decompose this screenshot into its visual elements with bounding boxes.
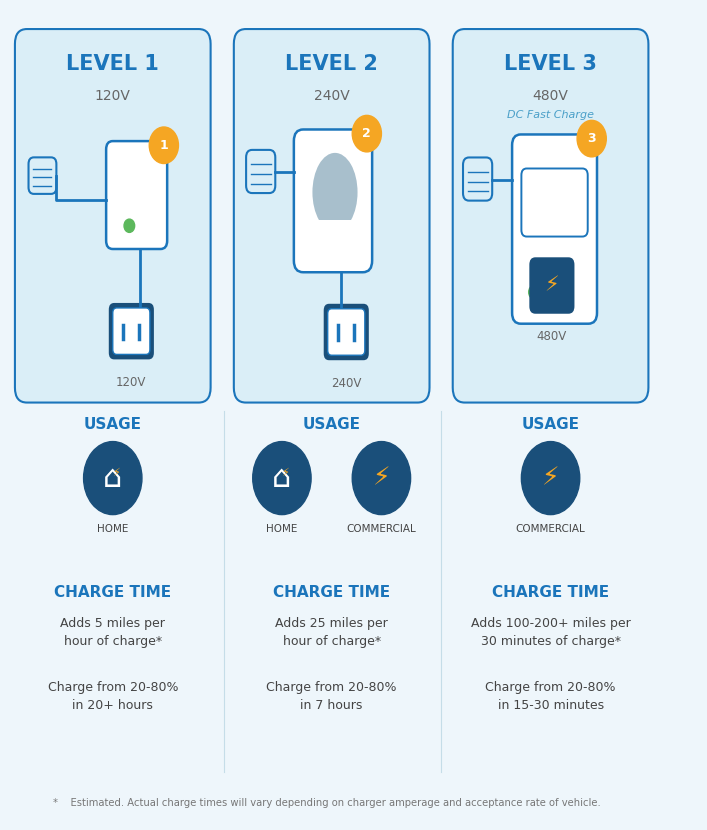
FancyBboxPatch shape (521, 168, 588, 237)
Text: 240V: 240V (314, 89, 349, 103)
Circle shape (252, 442, 311, 515)
FancyBboxPatch shape (463, 158, 492, 201)
FancyBboxPatch shape (109, 303, 154, 359)
Text: USAGE: USAGE (522, 417, 580, 432)
Text: CHARGE TIME: CHARGE TIME (54, 585, 171, 600)
Text: COMMERCIAL: COMMERCIAL (346, 524, 416, 534)
FancyBboxPatch shape (530, 257, 575, 314)
Circle shape (124, 219, 134, 232)
Text: 3: 3 (588, 132, 596, 145)
Text: *    Estimated. Actual charge times will vary depending on charger amperage and : * Estimated. Actual charge times will va… (53, 798, 601, 808)
Text: 120V: 120V (116, 376, 146, 389)
FancyBboxPatch shape (246, 150, 275, 193)
Text: ⚡: ⚡ (281, 468, 289, 478)
Ellipse shape (312, 153, 358, 232)
FancyBboxPatch shape (28, 158, 57, 194)
FancyBboxPatch shape (234, 29, 430, 403)
FancyBboxPatch shape (324, 304, 369, 360)
FancyBboxPatch shape (327, 309, 365, 355)
Text: 480V: 480V (537, 330, 567, 344)
FancyBboxPatch shape (106, 141, 167, 249)
Text: 480V: 480V (532, 89, 568, 103)
FancyBboxPatch shape (15, 29, 211, 403)
Text: Charge from 20-80%
in 20+ hours: Charge from 20-80% in 20+ hours (47, 681, 178, 711)
FancyBboxPatch shape (294, 129, 372, 272)
Text: DC Fast Charge: DC Fast Charge (507, 110, 594, 120)
Text: USAGE: USAGE (303, 417, 361, 432)
Circle shape (149, 127, 178, 164)
Circle shape (83, 442, 142, 515)
Circle shape (577, 120, 607, 157)
Text: Charge from 20-80%
in 7 hours: Charge from 20-80% in 7 hours (267, 681, 397, 711)
Circle shape (529, 286, 539, 299)
Text: 240V: 240V (331, 377, 361, 390)
Text: LEVEL 3: LEVEL 3 (504, 54, 597, 74)
FancyBboxPatch shape (512, 134, 597, 324)
Circle shape (542, 286, 553, 299)
Text: LEVEL 1: LEVEL 1 (66, 54, 159, 74)
Text: ⚡: ⚡ (112, 468, 120, 478)
Circle shape (521, 442, 580, 515)
Text: 2: 2 (363, 127, 371, 140)
Text: CHARGE TIME: CHARGE TIME (492, 585, 609, 600)
Text: ⌂: ⌂ (103, 464, 122, 492)
Text: ⚡: ⚡ (544, 276, 559, 295)
Text: Charge from 20-80%
in 15-30 minutes: Charge from 20-80% in 15-30 minutes (485, 681, 616, 711)
Text: HOME: HOME (267, 524, 298, 534)
Text: ⌂: ⌂ (272, 464, 291, 492)
Circle shape (329, 245, 340, 258)
Circle shape (315, 245, 325, 258)
Text: LEVEL 2: LEVEL 2 (285, 54, 378, 74)
FancyBboxPatch shape (113, 308, 150, 354)
Circle shape (556, 286, 567, 299)
Text: USAGE: USAGE (83, 417, 142, 432)
Text: HOME: HOME (97, 524, 129, 534)
Text: ⚡: ⚡ (373, 466, 390, 490)
Text: Adds 5 miles per
hour of charge*: Adds 5 miles per hour of charge* (60, 617, 165, 647)
FancyBboxPatch shape (452, 29, 648, 403)
Text: 120V: 120V (95, 89, 131, 103)
Circle shape (352, 115, 381, 152)
Text: COMMERCIAL: COMMERCIAL (515, 524, 585, 534)
Text: 1: 1 (160, 139, 168, 152)
Bar (308, 220, 361, 266)
Text: CHARGE TIME: CHARGE TIME (273, 585, 390, 600)
Text: Adds 100-200+ miles per
30 minutes of charge*: Adds 100-200+ miles per 30 minutes of ch… (471, 617, 631, 647)
Text: ⚡: ⚡ (542, 466, 559, 490)
Circle shape (352, 442, 411, 515)
Text: Adds 25 miles per
hour of charge*: Adds 25 miles per hour of charge* (275, 617, 388, 647)
